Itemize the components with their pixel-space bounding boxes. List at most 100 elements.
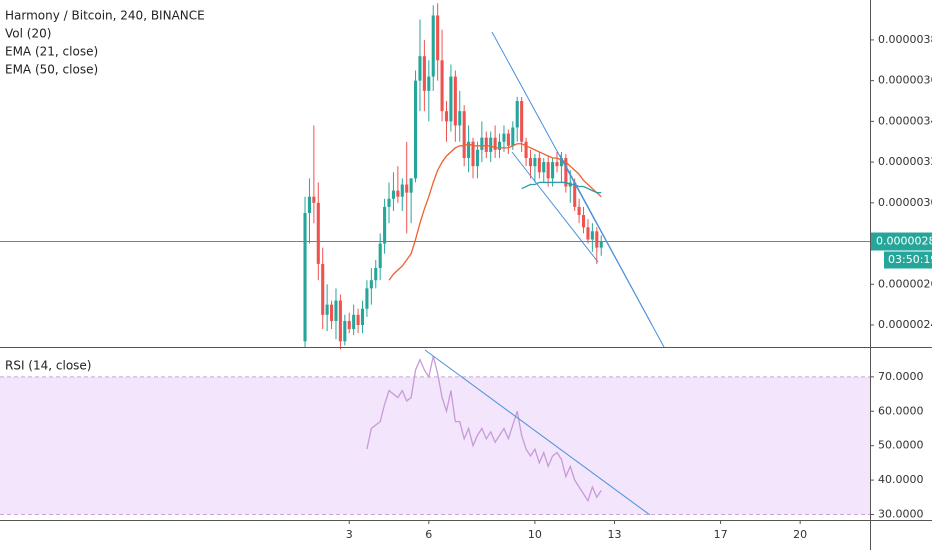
candle-body bbox=[546, 162, 550, 179]
candle-body bbox=[383, 206, 387, 244]
candle-body bbox=[414, 80, 418, 179]
y-tick-label: 60.0000 bbox=[878, 404, 924, 417]
candle bbox=[334, 288, 338, 340]
y-tick-label: 70.0000 bbox=[878, 370, 924, 383]
indicator-line bbox=[388, 143, 602, 281]
candle-body bbox=[462, 111, 466, 159]
candle bbox=[365, 280, 369, 317]
candle-body bbox=[418, 56, 422, 81]
rsi-title: RSI (14, close) bbox=[5, 359, 91, 373]
candle-body bbox=[564, 158, 568, 187]
candle bbox=[551, 158, 555, 187]
candle-body bbox=[365, 288, 369, 309]
candle-body bbox=[303, 213, 307, 342]
candle bbox=[542, 158, 546, 183]
candle bbox=[312, 125, 316, 224]
candle-body bbox=[378, 243, 382, 268]
y-tick-label: 0.00000360 bbox=[878, 74, 932, 87]
candle bbox=[520, 96, 524, 152]
candle bbox=[599, 235, 603, 256]
candle-body bbox=[511, 127, 515, 146]
candle bbox=[352, 304, 356, 336]
candle bbox=[330, 300, 334, 330]
candle-body bbox=[396, 190, 400, 197]
trend-line bbox=[559, 154, 653, 326]
candle bbox=[440, 29, 444, 122]
rsi-band bbox=[0, 376, 870, 515]
candle-body bbox=[537, 158, 541, 173]
candle bbox=[497, 133, 502, 159]
candle bbox=[343, 314, 347, 346]
candle-body bbox=[467, 141, 471, 159]
trend-line bbox=[511, 151, 599, 263]
candle bbox=[347, 312, 351, 334]
candle bbox=[316, 182, 320, 281]
candle-body bbox=[440, 60, 444, 112]
candle-body bbox=[352, 314, 356, 330]
plot: 0.000002400.000002600.000002800.00000300… bbox=[0, 3, 932, 541]
candle bbox=[524, 137, 528, 167]
candle-body bbox=[573, 182, 577, 207]
candle bbox=[586, 219, 590, 244]
indicator-label: EMA (21, close) bbox=[5, 45, 98, 59]
x-tick-label: 6 bbox=[425, 528, 432, 541]
candle bbox=[595, 227, 599, 264]
candle-body bbox=[497, 141, 502, 150]
x-tick-label: 10 bbox=[528, 528, 542, 541]
candle-body bbox=[409, 178, 413, 193]
candle-body bbox=[334, 300, 338, 321]
x-tick-label: 17 bbox=[714, 528, 728, 541]
candle-body bbox=[502, 133, 506, 142]
x-tick-label: 3 bbox=[346, 528, 353, 541]
y-tick-label: 0.00000380 bbox=[878, 33, 932, 46]
candle bbox=[506, 129, 510, 154]
candle bbox=[453, 70, 457, 142]
x-tick-label: 13 bbox=[607, 528, 621, 541]
candle-body bbox=[436, 15, 440, 61]
candle bbox=[303, 196, 307, 348]
candle bbox=[414, 70, 418, 183]
candle bbox=[387, 182, 391, 224]
candle bbox=[400, 178, 404, 211]
candle-body bbox=[506, 133, 510, 146]
candle bbox=[418, 19, 422, 112]
candle-body bbox=[325, 304, 329, 315]
trend-lines bbox=[424, 31, 665, 516]
trend-line bbox=[424, 349, 651, 516]
indicator-label: Vol (20) bbox=[5, 27, 51, 41]
candle-body bbox=[343, 320, 347, 342]
candle-body bbox=[471, 141, 475, 167]
candle bbox=[537, 151, 541, 179]
y-tick-label: 0.00000320 bbox=[878, 155, 932, 168]
x-tick-label: 20 bbox=[793, 528, 807, 541]
candle bbox=[449, 64, 453, 132]
candle bbox=[590, 223, 594, 252]
candle-body bbox=[374, 267, 378, 281]
candle bbox=[528, 149, 533, 179]
candle-body bbox=[590, 231, 594, 240]
candle bbox=[321, 247, 325, 330]
candle-body bbox=[422, 56, 426, 91]
candle-body bbox=[321, 263, 325, 315]
candle-body bbox=[475, 149, 479, 167]
candle-body bbox=[581, 215, 586, 228]
candle-body bbox=[528, 158, 533, 167]
candle-body bbox=[453, 76, 457, 126]
y-tick-label: 0.00000260 bbox=[878, 277, 932, 290]
chart-title: Harmony / Bitcoin, 240, BINANCE bbox=[5, 9, 205, 23]
y-tick-label: 40.0000 bbox=[878, 473, 924, 486]
candle-body bbox=[400, 184, 404, 197]
candle-body bbox=[431, 15, 435, 77]
candle-body bbox=[369, 280, 373, 289]
y-tick-label: 0.00000240 bbox=[878, 318, 932, 331]
candle bbox=[467, 125, 471, 173]
candle-body bbox=[489, 137, 493, 152]
candle bbox=[405, 141, 409, 234]
candle bbox=[577, 198, 581, 224]
candle bbox=[564, 153, 568, 193]
candle bbox=[369, 267, 373, 305]
candle-body bbox=[520, 101, 524, 142]
candle bbox=[409, 178, 413, 224]
candle bbox=[581, 206, 586, 234]
candle-body bbox=[480, 137, 484, 150]
